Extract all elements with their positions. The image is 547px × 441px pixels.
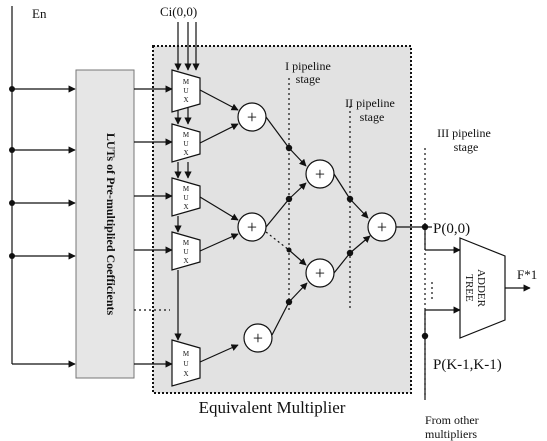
- svg-text:ADDERTREE: ADDERTREE: [463, 269, 487, 308]
- adder-2-1: +: [305, 159, 335, 189]
- stage-3-label: III pipeline stage: [437, 126, 491, 154]
- from-other-multipliers-label: From other multipliers: [425, 413, 479, 441]
- svg-text:U: U: [183, 194, 188, 202]
- equivalent-multiplier-label: Equivalent Multiplier: [199, 398, 346, 417]
- svg-text:M: M: [183, 78, 190, 86]
- svg-text:M: M: [183, 350, 190, 358]
- svg-text:+: +: [247, 107, 257, 127]
- adder-1-2: +: [237, 212, 267, 242]
- stage-1-label: I pipeline stage: [285, 59, 331, 86]
- svg-text:M: M: [183, 185, 190, 193]
- svg-text:X: X: [183, 203, 188, 211]
- ci-label: Ci(0,0): [160, 4, 197, 19]
- mux-5: M U X: [171, 339, 201, 387]
- stage-1-registers: [265, 116, 308, 336]
- p00-output: [396, 223, 461, 254]
- svg-text:U: U: [183, 140, 188, 148]
- ci-vertical-lines: [174, 22, 200, 341]
- svg-text:X: X: [183, 370, 188, 378]
- adder-1-3: +: [243, 323, 273, 353]
- svg-text:U: U: [183, 87, 188, 95]
- pk-label: P(K-1,K-1): [433, 357, 502, 373]
- svg-text:+: +: [377, 217, 387, 237]
- p00-label: P(0,0): [433, 221, 470, 237]
- svg-text:+: +: [315, 164, 325, 184]
- svg-text:M: M: [183, 239, 190, 247]
- output-label: F*1: [517, 267, 537, 282]
- lut-block: [75, 69, 135, 379]
- svg-text:U: U: [183, 248, 188, 256]
- adder-1-1: +: [237, 102, 267, 132]
- mux-4: M U X: [171, 231, 201, 271]
- en-label: En: [32, 6, 47, 21]
- lut-label: LUTs of Pre-multiplied Coefficients: [104, 133, 118, 316]
- pk-input: [421, 306, 461, 400]
- adder-2-2: +: [305, 258, 335, 288]
- stage-2-label: II pipeline stage: [345, 96, 395, 124]
- stage-2-registers: [333, 173, 371, 274]
- svg-text:+: +: [247, 217, 257, 237]
- en-taps: [9, 85, 76, 368]
- svg-text:X: X: [183, 149, 188, 157]
- svg-text:U: U: [183, 360, 188, 368]
- mux-1: M U X: [171, 69, 201, 113]
- adder-tree: ADDERTREE: [459, 237, 506, 339]
- mux-3: M U X: [171, 177, 201, 217]
- adder-3-1: +: [367, 212, 397, 242]
- mux-to-adder-lines: [199, 89, 239, 363]
- svg-text:M: M: [183, 131, 190, 139]
- svg-text:+: +: [253, 328, 263, 348]
- svg-text:+: +: [315, 263, 325, 283]
- svg-text:X: X: [183, 257, 188, 265]
- svg-text:X: X: [183, 96, 188, 104]
- mux-2: M U X: [171, 123, 201, 163]
- lut-to-mux-lines: [134, 85, 173, 368]
